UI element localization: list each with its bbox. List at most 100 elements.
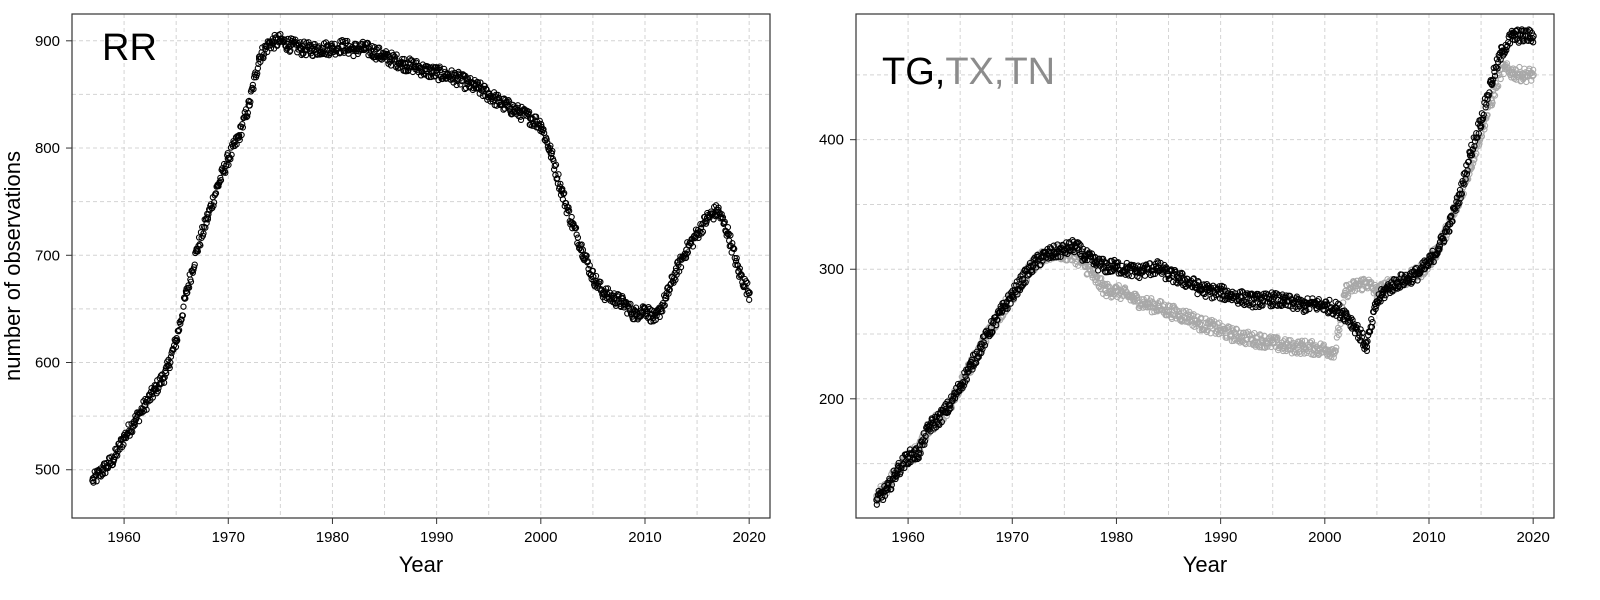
scatter-point <box>547 142 554 149</box>
scatter-point <box>1364 332 1372 339</box>
y-tick-label: 600 <box>35 355 60 372</box>
scatter-point <box>921 441 928 448</box>
scatter-point <box>1363 347 1371 355</box>
scatter-point <box>157 381 164 388</box>
scatter-point <box>560 189 568 197</box>
scatter-point <box>1088 254 1095 261</box>
scatter-point <box>93 478 100 485</box>
scatter-point <box>1114 259 1122 266</box>
scatter-point <box>700 219 707 227</box>
scatter-point <box>718 210 725 218</box>
scatter-point <box>167 353 175 360</box>
scatter-point <box>1057 253 1064 260</box>
scatter-point <box>1274 334 1281 341</box>
scatter-point <box>212 190 220 197</box>
scatter-point <box>1022 279 1029 286</box>
scatter-point <box>998 309 1006 316</box>
scatter-point <box>888 485 895 493</box>
plot-frame <box>71 13 771 519</box>
scatter-point <box>981 342 989 349</box>
y-axis-label: number of observations <box>0 151 25 381</box>
scatter-point <box>1115 282 1122 289</box>
scatter-point <box>1494 65 1501 72</box>
scatter-point <box>1230 337 1237 344</box>
scatter-point <box>1357 326 1364 333</box>
scatter-point <box>244 109 252 117</box>
scatter-point <box>1474 134 1481 141</box>
scatter-point <box>1497 75 1504 83</box>
scatter-point <box>240 114 247 122</box>
scatter-point <box>724 230 731 237</box>
scatter-point <box>182 287 190 295</box>
scatter-point <box>1176 308 1183 315</box>
scatter-point <box>1489 80 1496 87</box>
scatter-point <box>1210 321 1217 328</box>
scatter-point <box>727 232 734 239</box>
scatter-point <box>947 405 954 412</box>
x-tick-label: 2000 <box>1308 529 1341 546</box>
scatter-point <box>1306 305 1313 313</box>
scatter-point <box>1468 164 1476 171</box>
series-0 <box>89 31 753 486</box>
scatter-point <box>1486 89 1493 96</box>
panel-title-part: TG, <box>882 51 945 93</box>
scatter-point <box>1359 329 1366 337</box>
scatter-point <box>1358 334 1366 341</box>
scatter-point <box>1226 323 1233 331</box>
scatter-point <box>1369 318 1376 326</box>
scatter-point <box>733 255 740 262</box>
scatter-point <box>1480 114 1487 122</box>
scatter-point <box>1066 238 1073 246</box>
scatter-point <box>1491 92 1499 99</box>
scatter-point <box>647 318 655 325</box>
scatter-point <box>190 264 198 271</box>
scatter-point <box>1449 218 1456 225</box>
scatter-point <box>674 258 682 265</box>
scatter-point <box>745 289 752 297</box>
scatter-point <box>264 48 271 56</box>
scatter-point <box>577 247 585 254</box>
x-tick-label: 1990 <box>1204 529 1237 546</box>
scatter-point <box>250 85 257 93</box>
scatter-point <box>131 421 138 429</box>
scatter-point <box>917 450 924 457</box>
scatter-point <box>187 278 195 285</box>
scatter-point <box>696 228 703 235</box>
scatter-point <box>1333 344 1340 351</box>
scatter-point <box>565 204 572 211</box>
scatter-point <box>901 464 908 472</box>
scatter-point <box>180 303 187 310</box>
scatter-point <box>1308 337 1316 345</box>
scatter-point <box>154 388 161 395</box>
scatter-point <box>592 272 600 280</box>
scatter-point <box>1079 245 1087 252</box>
scatter-point <box>1484 96 1491 103</box>
scatter-point <box>684 249 692 256</box>
scatter-point <box>1506 40 1514 47</box>
scatter-point <box>110 456 118 464</box>
panel-title: RR <box>102 27 157 69</box>
scatter-point <box>287 47 294 54</box>
scatter-point <box>540 126 547 133</box>
y-tick-label: 200 <box>819 391 844 408</box>
scatter-point <box>143 406 150 413</box>
scatter-point <box>189 269 196 276</box>
scatter-point <box>1328 354 1335 361</box>
scatter-point <box>295 42 303 49</box>
scatter-point <box>656 313 663 321</box>
scatter-point <box>1508 66 1516 73</box>
scatter-point <box>994 316 1001 324</box>
scatter-point <box>1168 315 1176 323</box>
scatter-point <box>1295 349 1302 356</box>
scatter-point <box>1198 314 1205 321</box>
scatter-point <box>1428 258 1435 265</box>
scatter-point <box>319 50 327 58</box>
scatter-point <box>683 250 690 258</box>
scatter-point <box>689 243 697 250</box>
scatter-point <box>269 38 276 45</box>
grid <box>855 14 1554 518</box>
scatter-point <box>231 142 238 150</box>
scatter-point <box>1242 340 1249 348</box>
scatter-point <box>1125 272 1132 279</box>
scatter-point <box>1364 338 1371 345</box>
